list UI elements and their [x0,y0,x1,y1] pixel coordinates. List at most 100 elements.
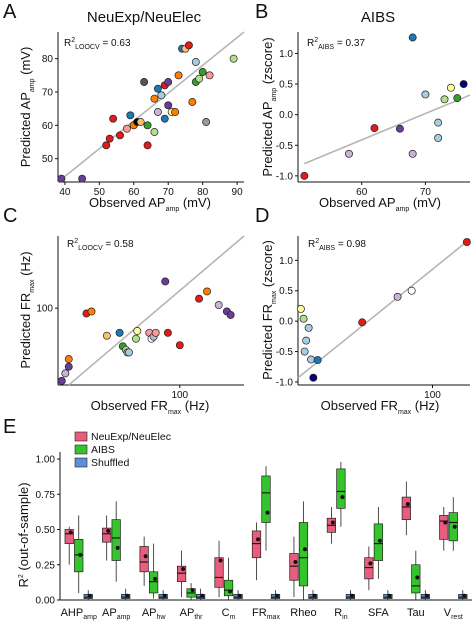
box-mean-dot [125,593,130,598]
panel-b-data-point [370,124,379,133]
panel-e-ylabel: R2 (out-of-sample) [16,482,31,587]
panel-a-x-tick-label: 70 [163,187,175,198]
panel-letter-b: B [255,1,268,23]
box-mean-dot [218,558,223,563]
panel-c-data-point [115,328,124,337]
panel-b-data-point [459,80,468,88]
box-body [439,515,449,540]
panel-a-data-point [198,68,207,76]
panel-a-data-point [153,108,162,116]
panel-a-data-point [164,101,173,110]
panel-d-data-point [309,373,318,382]
box-body [149,571,159,594]
panel-a-data-point [174,71,183,80]
box-mean-dot [349,593,354,598]
panel-d-data-point [307,355,315,364]
panel-a-data-point [122,124,131,133]
panel-d-data-point [313,356,322,365]
panel-a-data-point [150,94,159,103]
box-body [102,527,112,543]
panel-d-y-tick-label: 1.0 [279,256,293,267]
panel-c-data-point [133,326,142,335]
panel-letter-d: D [255,205,269,227]
panel-a-x-tick-label: 40 [59,187,71,198]
box-body [364,557,374,580]
panel-d-data-point [302,336,311,345]
panel-a-data-point [140,78,149,86]
box-body [214,557,224,588]
panel-d-data-point [358,318,367,327]
box-mean-dot [265,510,270,515]
panel-b-data-point [434,133,443,142]
panel-a-x-tick-label: 90 [232,187,244,198]
box-mean-dot [237,593,242,598]
panel-c-data-point [151,328,160,337]
box-mean-dot [275,593,279,598]
panel-d-y-tick-label: -0.5 [276,347,294,358]
panel-e-y-tick-label: 0.50 [36,525,56,536]
panel-e-y-tick-label: 1.00 [36,455,56,466]
panel-a-data-point [105,134,114,143]
category-label: APhw [142,607,167,621]
panel-a-data-point [184,41,193,50]
box-mean-dot [200,593,205,598]
panel-e-y-tick-label: 0.25 [36,560,56,571]
panel-b-data-point [300,171,309,180]
panel-c-data-point [195,294,203,303]
panel-c-data-point [163,328,172,337]
panel-a-title: NeuExp/NeuElec [87,9,202,26]
panel-c-data-point [132,334,140,343]
panel-c-data-point [125,348,133,357]
box-mean-dot [462,593,467,598]
legend-label: AIBS [91,444,115,456]
box-mean-dot [115,545,120,550]
box-body [289,553,299,581]
panel-b-y-tick-label: -1.0 [276,171,294,182]
category-label: SFA [368,607,389,619]
panel-a-xlabel: Observed APamp (mV) [89,195,211,213]
panel-b-y-tick-label: -0.5 [276,141,294,152]
panel-c-data-point [226,310,235,319]
panel-a-y-tick-label: 70 [42,88,54,99]
panel-b-data-point [408,33,417,42]
box-body [373,523,383,561]
panel-d-y-tick-label: 0.5 [279,286,293,297]
box-mean-dot [106,528,111,533]
panel-a-x-tick-label: 80 [197,187,209,198]
legend-swatch [74,457,88,468]
category-label: Vrest [444,607,463,621]
box-mean-dot [68,530,73,535]
box-mean-dot [330,520,335,525]
panel-letter-e: E [3,416,16,438]
box-mean-dot [162,593,167,598]
panel-a-data-point [136,118,145,126]
panel-c-plot: 100 100 [36,235,245,401]
box-mean-dot [153,576,158,581]
panel-c-data-point [57,376,66,385]
panel-a-data-point [164,78,173,86]
box-mean-dot [377,538,382,543]
panel-a-plot: 40 50 60 70 80 90 50 60 70 80 [42,31,245,198]
panel-e-y-tick-label: 0.00 [36,596,56,607]
box-body [251,530,262,559]
panel-d-data-point [300,347,309,356]
legend-label: Shuffled [91,457,129,469]
panel-a-data-point [229,54,238,63]
panel-c-fit-line [68,235,245,386]
panel-b-data-point [440,95,449,104]
box-body [261,475,271,523]
box-mean-dot [424,593,429,598]
panel-c-data-point [64,355,73,364]
category-label: APamp [102,607,130,621]
panel-a-x-tick-label: 50 [94,187,106,198]
panel-d-data-point [299,314,308,323]
panel-b-fit-line [304,94,471,165]
panel-a-data-point [126,111,135,120]
panel-d-y-tick-label: -1.0 [276,377,294,388]
panel-a-data-point [102,141,111,150]
box-body [298,522,309,587]
panel-b-data-point [395,124,404,133]
panel-c-data-point [214,301,223,310]
box-mean-dot [256,537,260,542]
panel-a-data-point [143,121,152,130]
